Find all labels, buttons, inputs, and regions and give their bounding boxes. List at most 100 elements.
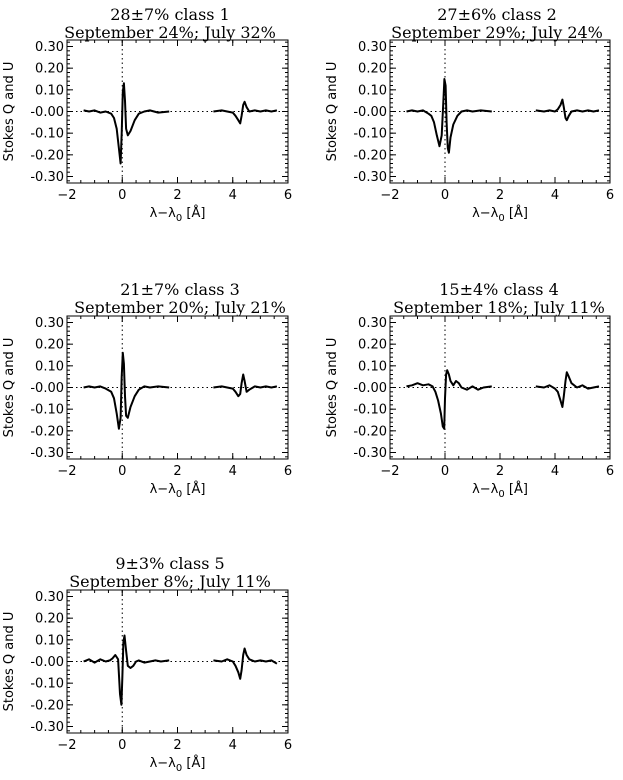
chart-title: 27±6% class 2 [437, 5, 557, 24]
chart-title: 28±7% class 1 [110, 5, 230, 24]
x-axis-label-subscript: 0 [176, 763, 182, 774]
chart-title: 15±4% class 4 [439, 280, 559, 299]
x-tick-label: 2 [496, 188, 504, 203]
x-axis-label: λ−λ0 [Å] [150, 755, 206, 774]
x-tick-label: −2 [380, 188, 399, 203]
chart-subtitle: September 20%; July 21% [74, 298, 286, 317]
y-tick-label: 0.10 [35, 359, 64, 374]
y-tick-label: 0.20 [358, 338, 387, 353]
x-tick-label: 4 [229, 464, 237, 479]
x-tick-label: 4 [551, 464, 559, 479]
x-tick-label: 0 [118, 738, 126, 753]
series-line-1 [406, 369, 492, 430]
chart-subtitle: September 8%; July 11% [69, 572, 271, 591]
series-line-1 [83, 351, 170, 430]
x-axis-label-main: λ−λ [472, 482, 499, 497]
y-tick-label: -0.20 [353, 424, 387, 439]
y-tick-label: 0.10 [358, 83, 387, 98]
x-tick-label: 6 [284, 464, 292, 479]
x-axis-label-unit: [Å] [182, 755, 205, 771]
chart-title: 21±7% class 3 [120, 280, 240, 299]
x-tick-label: 6 [606, 464, 614, 479]
x-axis-label-unit: [Å] [182, 481, 205, 497]
x-axis-label-subscript: 0 [498, 489, 504, 500]
series-line-2 [535, 371, 600, 408]
x-tick-label: 6 [284, 738, 292, 753]
x-axis-label-unit: [Å] [505, 205, 528, 221]
y-tick-label: -0.20 [30, 698, 64, 713]
x-axis-label: λ−λ0 [Å] [150, 481, 206, 500]
y-tick-label: -0.10 [353, 403, 387, 418]
series-line-2 [213, 647, 278, 680]
y-axis-label: Stokes Q and U [325, 62, 340, 162]
x-tick-label: −2 [380, 464, 399, 479]
series-line-2 [213, 373, 278, 398]
y-axis-label: Stokes Q and U [2, 612, 17, 712]
y-tick-label: 0.20 [358, 62, 387, 77]
x-axis-label-main: λ−λ [472, 206, 499, 221]
x-tick-label: 4 [229, 188, 237, 203]
y-tick-label: 0.10 [358, 359, 387, 374]
y-tick-label: 0.30 [358, 40, 387, 55]
x-tick-label: 0 [441, 464, 449, 479]
y-tick-label: -0.30 [30, 720, 64, 735]
x-axis-label-unit: [Å] [505, 481, 528, 497]
x-tick-label: 0 [118, 188, 126, 203]
y-tick-label: -0.10 [30, 677, 64, 692]
series-line-1 [83, 634, 170, 706]
x-tick-label: 2 [173, 738, 181, 753]
y-tick-label: -0.10 [30, 127, 64, 142]
y-tick-label: 0.20 [35, 338, 64, 353]
chart-title: 9±3% class 5 [115, 554, 224, 573]
x-axis-label: λ−λ0 [Å] [150, 205, 206, 224]
y-tick-label: -0.00 [30, 655, 64, 670]
y-tick-label: 0.10 [35, 83, 64, 98]
x-axis-label-subscript: 0 [176, 489, 182, 500]
y-axis-label: Stokes Q and U [2, 62, 17, 162]
y-tick-label: -0.00 [30, 105, 64, 120]
x-tick-label: 2 [173, 188, 181, 203]
y-tick-label: 0.10 [35, 633, 64, 648]
chart-subtitle: September 29%; July 24% [391, 23, 603, 42]
y-tick-label: -0.10 [353, 127, 387, 142]
chart-subtitle: September 18%; July 11% [393, 298, 605, 317]
y-tick-label: -0.30 [30, 446, 64, 461]
y-tick-label: -0.20 [30, 424, 64, 439]
y-tick-label: -0.30 [353, 446, 387, 461]
series-line-2 [535, 98, 600, 122]
y-tick-label: 0.30 [35, 316, 64, 331]
x-tick-label: 0 [118, 464, 126, 479]
x-axis-label: λ−λ0 [Å] [472, 205, 528, 224]
x-tick-label: −2 [57, 464, 76, 479]
y-tick-label: 0.20 [35, 612, 64, 627]
x-tick-label: 6 [284, 188, 292, 203]
chart-subtitle: September 24%; July 32% [64, 23, 276, 42]
x-tick-label: 4 [551, 188, 559, 203]
x-axis-label-subscript: 0 [498, 213, 504, 224]
y-tick-label: -0.30 [30, 170, 64, 185]
x-axis-label-main: λ−λ [150, 756, 177, 771]
series-line-1 [406, 78, 492, 154]
y-tick-label: 0.30 [358, 316, 387, 331]
x-axis-label-unit: [Å] [182, 205, 205, 221]
y-tick-label: 0.30 [35, 590, 64, 605]
x-axis-label-main: λ−λ [150, 482, 177, 497]
x-tick-label: −2 [57, 188, 76, 203]
y-tick-label: -0.20 [353, 148, 387, 163]
y-tick-label: 0.30 [35, 40, 64, 55]
y-tick-label: 0.20 [35, 62, 64, 77]
y-tick-label: -0.20 [30, 148, 64, 163]
y-tick-label: -0.00 [353, 105, 387, 120]
x-axis-label: λ−λ0 [Å] [472, 481, 528, 500]
x-tick-label: 4 [229, 738, 237, 753]
y-tick-label: -0.00 [353, 381, 387, 396]
y-tick-label: -0.00 [30, 381, 64, 396]
y-tick-label: -0.30 [353, 170, 387, 185]
y-tick-label: -0.10 [30, 403, 64, 418]
x-axis-label-main: λ−λ [150, 206, 177, 221]
